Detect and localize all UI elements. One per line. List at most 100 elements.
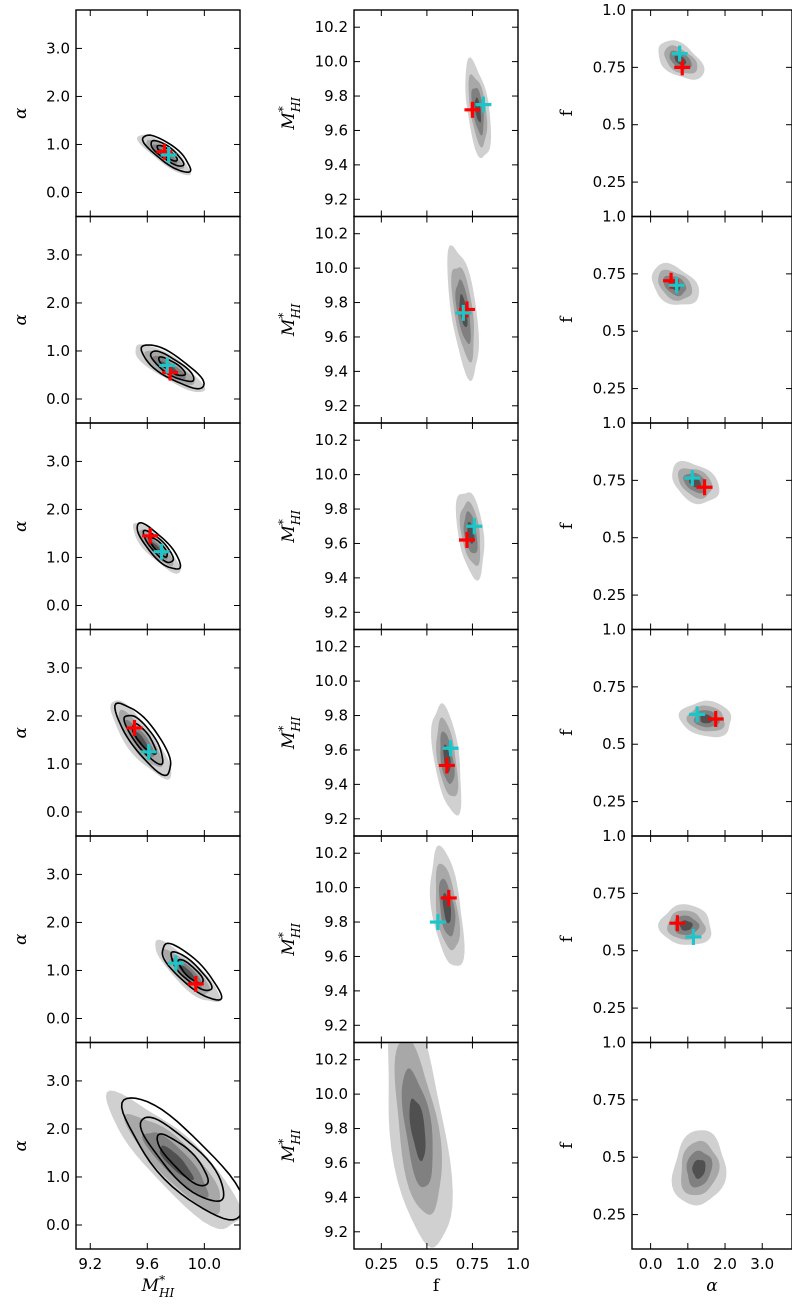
panel-grid: 0.0 1.0 2.0 3.0 α 9.2 9.4 9.6 9.8 10.0 10.2 M*HI 0.2… [11, 1, 792, 1300]
y-tick-label: 10.2 [315, 638, 348, 656]
panel-body [678, 700, 732, 738]
y-tick-label: 2.0 [46, 913, 70, 931]
panel-r3-alpha-f: 0.25 0.5 0.75 1.0 f [557, 414, 792, 631]
y-tick-label: 9.2 [324, 603, 348, 621]
panel-body [429, 845, 465, 966]
y-tick-label: 9.6 [324, 328, 348, 346]
panel-frame [631, 215, 792, 424]
panel-r2-alpha-f: 0.25 0.5 0.75 1.0 f [557, 208, 792, 424]
panel-body [658, 40, 705, 80]
y-axis-label: M*HI [276, 303, 303, 337]
y-axis-label: M*HI [276, 716, 303, 750]
x-tick-label: 0.25 [365, 1255, 398, 1273]
y-tick-label: 1.0 [602, 827, 626, 845]
panel-body [431, 703, 462, 816]
y-tick-label: 1.0 [602, 414, 626, 432]
x-tick-label: 9.6 [135, 1255, 159, 1273]
panel-body [658, 904, 712, 945]
y-tick-label: 10.2 [315, 18, 348, 36]
x-tick-label: 3.0 [750, 1255, 774, 1273]
line-contour-2 [149, 350, 195, 383]
line-contour-1 [161, 942, 223, 1001]
y-tick-label: 10.2 [315, 225, 348, 243]
panel-r6-alpha-f: 0.25 0.5 0.75 1.0 0.0 1.0 2.0 3.0 f α [557, 1034, 792, 1296]
line-contour-2 [123, 714, 164, 766]
y-tick-label: 9.4 [324, 156, 348, 174]
line-contour-3 [177, 958, 204, 985]
panel-frame [353, 215, 519, 424]
panel-r4-mhi-alpha: 0.0 1.0 2.0 3.0 α [11, 628, 241, 837]
x-tick-label: 10.0 [188, 1255, 221, 1273]
y-axis-label: M*HI [276, 510, 303, 544]
y-tick-label: 9.4 [324, 775, 348, 793]
y-tick-label: 2.0 [46, 1120, 70, 1138]
y-tick-label: 9.8 [324, 87, 348, 105]
panel-frame [631, 835, 792, 1044]
y-tick-label: 3.0 [46, 452, 70, 470]
y-tick-label: 2.0 [46, 707, 70, 725]
panel-r2-mhi-alpha: 0.0 1.0 2.0 3.0 α [11, 215, 241, 424]
y-tick-label: 1.0 [46, 961, 70, 979]
y-tick-label: 9.6 [324, 741, 348, 759]
x-tick-label: 1.0 [676, 1255, 700, 1273]
y-axis-label: α [11, 1139, 31, 1151]
panel-frame [631, 9, 792, 218]
y-tick-label: 0.75 [593, 265, 626, 283]
y-tick-label: 10.0 [315, 259, 348, 277]
y-tick-label: 9.6 [324, 947, 348, 965]
y-axis-label: M*HI [276, 923, 303, 957]
panel-r2-f-mhi: 9.2 9.4 9.6 9.8 10.0 10.2 M*HI [276, 215, 519, 424]
y-tick-label: 1.0 [602, 1034, 626, 1052]
y-tick-label: 3.0 [46, 39, 70, 57]
y-axis-label: f [557, 728, 577, 736]
y-tick-label: 1.0 [602, 1, 626, 19]
y-tick-label: 0.5 [602, 1148, 626, 1166]
panel-r4-f-mhi: 9.2 9.4 9.6 9.8 10.0 10.2 M*HI [276, 628, 519, 837]
density-contour-level-4 [409, 1098, 426, 1162]
y-tick-label: 3.0 [46, 865, 70, 883]
line-contour-2 [139, 1116, 225, 1203]
y-tick-label: 3.0 [46, 1072, 70, 1090]
panel-r6-mhi-alpha: 0.0 1.0 2.0 3.0 9.2 9.6 10.0 α M* HI [11, 1041, 241, 1300]
y-tick-label: 0.0 [46, 183, 70, 201]
y-tick-label: 0.0 [46, 1216, 70, 1234]
panel-r3-f-mhi: 9.2 9.4 9.6 9.8 10.0 10.2 M*HI [276, 422, 519, 631]
line-contour-1 [140, 344, 205, 390]
y-tick-label: 1.0 [602, 208, 626, 226]
panel-frame [353, 422, 519, 631]
panel-r1-alpha-f: 0.25 0.5 0.75 1.0 f [557, 1, 792, 218]
density-contour-level-4 [700, 714, 714, 724]
y-tick-label: 0.75 [593, 471, 626, 489]
y-axis-label: M*HI [276, 97, 303, 131]
panel-frame [75, 1041, 241, 1250]
y-tick-label: 9.4 [324, 362, 348, 380]
panel-r1-mhi-alpha: 0.0 1.0 2.0 3.0 α [11, 9, 241, 218]
y-tick-label: 0.25 [593, 1206, 626, 1224]
y-tick-label: 0.5 [602, 116, 626, 134]
y-axis-label: f [557, 521, 577, 529]
y-tick-label: 1.0 [46, 135, 70, 153]
y-tick-label: 0.0 [46, 596, 70, 614]
panel-body [105, 1090, 240, 1230]
panel-r5-f-mhi: 9.2 9.4 9.6 9.8 10.0 10.2 M*HI [276, 835, 519, 1044]
y-tick-label: 9.8 [324, 913, 348, 931]
y-tick-label: 1.0 [46, 1168, 70, 1186]
y-tick-label: 9.8 [324, 500, 348, 518]
panel-r5-mhi-alpha: 0.0 1.0 2.0 3.0 α [11, 835, 241, 1044]
x-tick-label: 0.75 [456, 1255, 489, 1273]
y-tick-label: 0.5 [602, 735, 626, 753]
panel-body [447, 245, 479, 381]
x-axis-label: α [706, 1276, 718, 1296]
panel-body [135, 344, 206, 393]
y-tick-label: 10.0 [315, 466, 348, 484]
y-axis-label: f [557, 315, 577, 323]
y-tick-label: 10.2 [315, 431, 348, 449]
y-tick-label: 0.25 [593, 999, 626, 1017]
y-axis-label: M*HI [276, 1129, 303, 1163]
y-tick-label: 0.75 [593, 1091, 626, 1109]
y-tick-label: 10.0 [315, 53, 348, 71]
y-axis-label: α [11, 107, 31, 119]
panel-body [672, 461, 720, 505]
panel-body [464, 57, 492, 159]
panel-body [651, 262, 700, 305]
